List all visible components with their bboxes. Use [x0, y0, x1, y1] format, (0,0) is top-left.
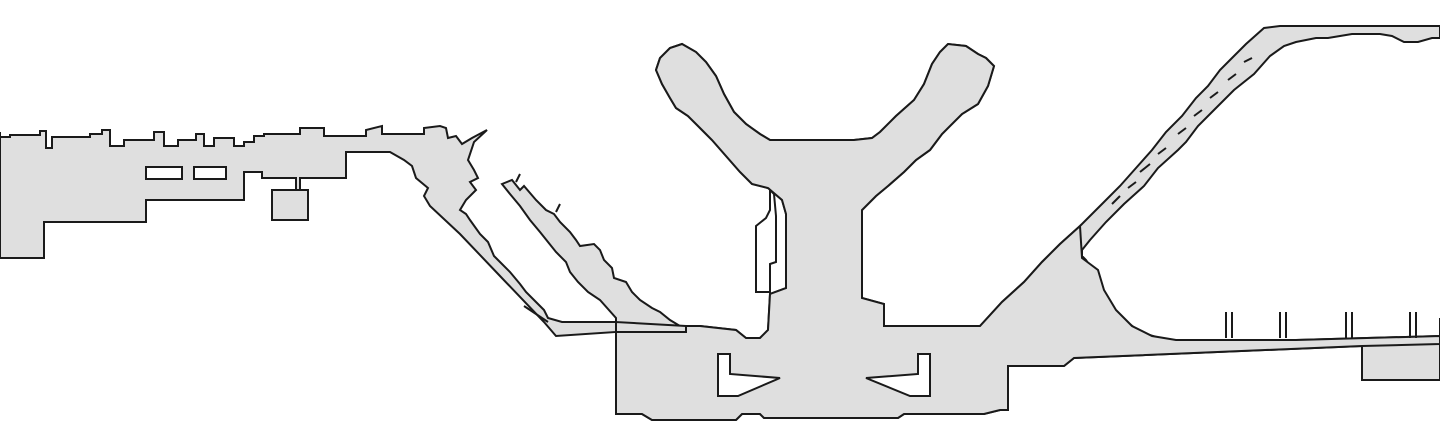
southwest-concourse	[500, 178, 689, 333]
hub-south-lobby-east	[865, 353, 931, 397]
west-wing-room	[193, 166, 227, 180]
west-annex-building	[271, 189, 309, 221]
east-pier-gate-stub	[1225, 312, 1233, 338]
hub-south-lobby-west	[717, 353, 781, 397]
east-bay	[615, 42, 1440, 421]
west-wing-room	[145, 166, 183, 180]
east-pier-gate-stub	[1345, 312, 1353, 338]
west-wing	[0, 124, 617, 338]
east-pier-gate-stub	[1279, 312, 1287, 338]
east-pier-gate-stub	[1409, 312, 1417, 338]
southwest-concourse-jet-bridges	[515, 173, 561, 323]
northeast-pier-jet-bridges	[1111, 57, 1253, 205]
hub-interior-strip	[755, 187, 777, 293]
